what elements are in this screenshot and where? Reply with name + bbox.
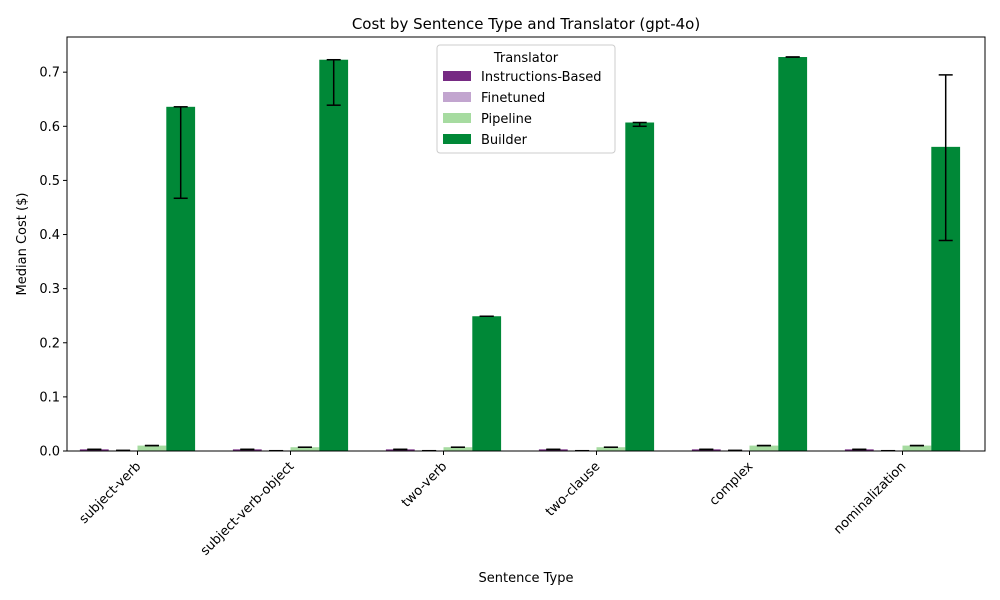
bar xyxy=(538,449,568,451)
y-tick-label: 0.2 xyxy=(39,336,60,351)
bar xyxy=(472,316,502,451)
bar xyxy=(290,447,320,451)
y-tick-label: 0.4 xyxy=(39,228,60,243)
legend-frame xyxy=(436,44,616,154)
x-tick-label: subject-verb xyxy=(77,459,145,527)
axes-frame xyxy=(66,36,986,452)
bar xyxy=(596,447,626,451)
x-tick-label: complex xyxy=(707,459,757,509)
y-tick-label: 0.5 xyxy=(39,174,60,189)
x-tick-label: two-clause xyxy=(543,459,603,519)
legend-swatch xyxy=(443,113,471,123)
bar xyxy=(902,445,932,451)
x-tick-label: subject-verb-object xyxy=(198,459,298,559)
bar xyxy=(625,122,655,451)
x-axis-label: Sentence Type xyxy=(479,571,574,586)
bar xyxy=(232,449,262,451)
y-tick-label: 0.7 xyxy=(39,66,60,81)
chart-title: Cost by Sentence Type and Translator (gp… xyxy=(352,15,700,33)
legend-swatch xyxy=(443,92,471,102)
bar xyxy=(79,449,109,451)
bar xyxy=(319,59,349,452)
bar xyxy=(749,445,779,451)
y-tick-label: 0.1 xyxy=(39,390,60,405)
bar xyxy=(691,449,721,451)
y-axis-label: Median Cost ($) xyxy=(15,193,30,296)
x-tick-label: nominalization xyxy=(831,459,909,537)
x-tick-label: two-verb xyxy=(399,459,450,510)
bar xyxy=(778,57,808,451)
bar xyxy=(844,449,874,451)
bar xyxy=(137,445,167,451)
bar xyxy=(443,447,473,451)
legend-title: Translator xyxy=(493,51,559,66)
legend-label: Finetuned xyxy=(481,91,545,106)
bar xyxy=(385,449,415,451)
legend-label: Pipeline xyxy=(481,112,532,127)
legend-label: Builder xyxy=(481,133,528,148)
y-tick-label: 0.6 xyxy=(39,120,60,135)
legend-label: Instructions-Based xyxy=(481,70,602,85)
legend: Translator Instructions-Based Finetuned Pi… xyxy=(436,44,616,154)
legend-swatch xyxy=(443,71,471,81)
y-tick-label: 0.0 xyxy=(39,445,60,460)
legend-swatch xyxy=(443,134,471,144)
y-tick-label: 0.3 xyxy=(39,282,60,297)
